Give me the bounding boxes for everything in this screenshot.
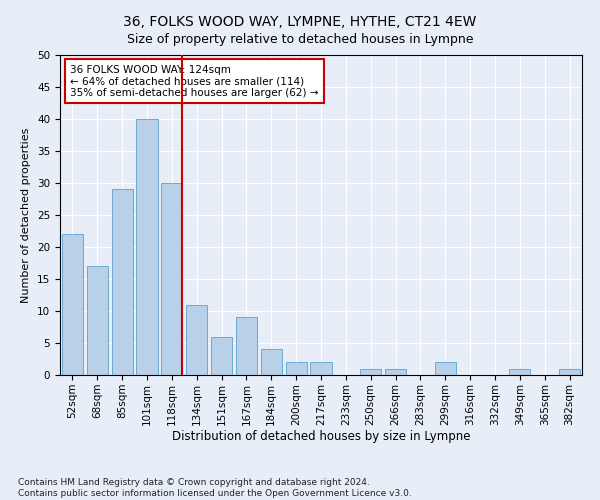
Bar [62, 234, 83, 375]
Bar [261, 350, 282, 375]
Text: Contains HM Land Registry data © Crown copyright and database right 2024.
Contai: Contains HM Land Registry data © Crown c… [18, 478, 412, 498]
Bar [286, 362, 307, 375]
Bar [360, 368, 381, 375]
Text: Size of property relative to detached houses in Lympne: Size of property relative to detached ho… [127, 32, 473, 46]
Bar [310, 362, 332, 375]
X-axis label: Distribution of detached houses by size in Lympne: Distribution of detached houses by size … [172, 430, 470, 444]
Bar [186, 304, 207, 375]
Text: 36 FOLKS WOOD WAY: 124sqm
← 64% of detached houses are smaller (114)
35% of semi: 36 FOLKS WOOD WAY: 124sqm ← 64% of detac… [70, 64, 319, 98]
Text: 36, FOLKS WOOD WAY, LYMPNE, HYTHE, CT21 4EW: 36, FOLKS WOOD WAY, LYMPNE, HYTHE, CT21 … [124, 15, 476, 29]
Bar [211, 336, 232, 375]
Bar [559, 368, 580, 375]
Bar [112, 190, 133, 375]
Bar [136, 119, 158, 375]
Bar [385, 368, 406, 375]
Bar [435, 362, 456, 375]
Bar [87, 266, 108, 375]
Y-axis label: Number of detached properties: Number of detached properties [22, 128, 31, 302]
Bar [236, 318, 257, 375]
Bar [161, 183, 182, 375]
Bar [509, 368, 530, 375]
